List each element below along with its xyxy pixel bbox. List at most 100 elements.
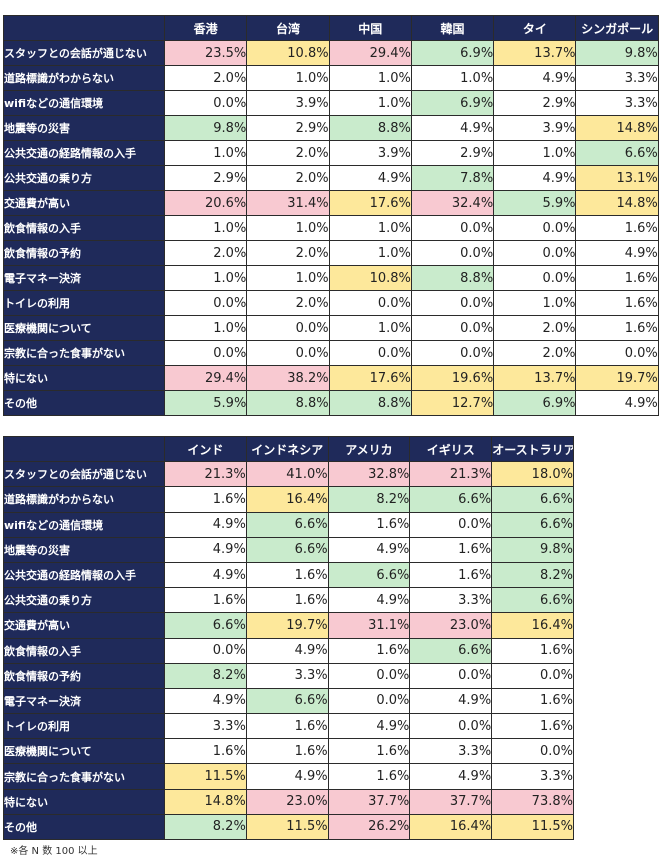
value-cell: 1.6% [245,561,329,589]
value-cell: 37.7% [409,788,493,815]
row-label: トイレの利用 [3,713,165,740]
row-label: 公共交通の乗り方 [3,165,165,191]
row-label: 特にない [3,365,165,391]
value-cell: 4.9% [410,115,495,141]
table-row: 道路標識がわからない 1.6% 16.4% 8.2% 6.6% 6.6% [3,486,574,513]
table-row: トイレの利用 0.0% 2.0% 0.0% 0.0% 1.0% 1.6% [3,290,659,316]
value-cell: 1.6% [409,561,493,589]
value-cell: 2.0% [246,240,330,266]
row-label: 道路標識がわからない [3,65,165,91]
value-cell: 1.6% [491,687,574,715]
value-cell: 1.6% [164,486,247,513]
value-cell: 73.8% [491,788,574,815]
row-label: 宗教に合った食事がない [3,340,165,366]
table-row: wifiなどの通信環境 0.0% 3.9% 1.0% 6.9% 2.9% 3.3% [3,90,659,116]
value-cell: 14.8% [575,115,659,141]
value-cell: 1.6% [164,738,247,765]
value-cell: 4.9% [327,536,411,563]
value-cell: 4.9% [328,165,412,191]
table-row: 交通費が高い 20.6% 31.4% 17.6% 32.4% 5.9% 14.8% [3,190,659,216]
value-cell: 14.8% [164,788,247,815]
value-cell: 10.8% [328,265,412,291]
row-label: 飲食情報の予約 [3,240,165,266]
value-cell: 41.0% [245,461,329,488]
table-row: 医療機関について 1.0% 0.0% 1.0% 0.0% 2.0% 1.6% [3,315,659,341]
value-cell: 1.6% [409,536,493,563]
value-cell: 1.6% [327,763,411,790]
table-row: 公共交通の乗り方 2.9% 2.0% 4.9% 7.8% 4.9% 13.1% [3,165,659,191]
value-cell: 16.4% [245,486,329,513]
value-cell: 0.0% [163,90,248,116]
value-cell: 11.5% [245,813,329,841]
table-row: トイレの利用 3.3% 1.6% 4.9% 0.0% 1.6% [3,713,574,740]
value-cell: 0.0% [246,340,330,366]
value-cell: 2.0% [493,340,577,366]
value-cell: 1.6% [575,265,659,291]
value-cell: 1.6% [245,738,329,765]
value-cell: 13.7% [493,40,577,66]
value-cell: 32.8% [327,461,411,488]
row-label: 道路標識がわからない [3,486,165,513]
value-cell: 8.8% [246,390,330,416]
value-cell: 2.9% [163,165,248,191]
value-cell: 3.3% [409,587,493,614]
value-cell: 1.0% [493,140,577,166]
table-row: 公共交通の経路情報の入手 4.9% 1.6% 6.6% 1.6% 8.2% [3,561,574,589]
table-row: 飲食情報の予約 2.0% 2.0% 1.0% 0.0% 0.0% 4.9% [3,240,659,266]
value-cell: 0.0% [491,662,574,689]
value-cell: 5.9% [163,390,248,416]
value-cell: 0.0% [410,315,495,341]
value-cell: 4.9% [327,587,411,614]
value-cell: 1.6% [491,713,574,740]
row-label: 宗教に合った食事がない [3,763,165,790]
value-cell: 8.2% [164,662,247,689]
row-label: 電子マネー決済 [3,265,165,291]
table-row: 宗教に合った食事がない 0.0% 0.0% 0.0% 0.0% 2.0% 0.0% [3,340,659,366]
value-cell: 1.0% [163,140,248,166]
value-cell: 6.6% [245,687,329,715]
value-cell: 6.6% [245,511,329,538]
value-cell: 0.0% [493,240,577,266]
table-row: 道路標識がわからない 2.0% 1.0% 1.0% 1.0% 4.9% 3.3% [3,65,659,91]
value-cell: 19.6% [410,365,495,391]
value-cell: 2.0% [246,290,330,316]
value-cell: 3.3% [164,713,247,740]
value-cell: 31.1% [327,612,411,639]
row-label: その他 [3,390,165,416]
row-label: wifiなどの通信環境 [3,511,165,538]
row-label: 飲食情報の予約 [3,662,165,689]
value-cell: 8.2% [491,561,574,589]
value-cell: 8.8% [328,390,412,416]
value-cell: 21.3% [409,461,493,488]
value-cell: 2.9% [246,115,330,141]
value-cell: 4.9% [409,687,493,715]
header-row: 香港 台湾 中国 韓国 タイ シンガポール [3,15,659,41]
row-label: 飲食情報の入手 [3,215,165,241]
value-cell: 12.7% [410,390,495,416]
value-cell: 17.6% [328,365,412,391]
value-cell: 2.0% [246,165,330,191]
value-cell: 1.0% [328,315,412,341]
table-row: 電子マネー決済 1.0% 1.0% 10.8% 8.8% 0.0% 1.6% [3,265,659,291]
row-label: 電子マネー決済 [3,687,165,715]
value-cell: 38.2% [246,365,330,391]
table-row: その他 5.9% 8.8% 8.8% 12.7% 6.9% 4.9% [3,390,659,416]
row-label: スタッフとの会話が通じない [3,461,165,488]
column-header: 香港 [163,15,248,41]
row-label: その他 [3,813,165,841]
value-cell: 21.3% [164,461,247,488]
table-row: 地震等の災害 9.8% 2.9% 8.8% 4.9% 3.9% 14.8% [3,115,659,141]
value-cell: 1.0% [246,65,330,91]
row-label: 地震等の災害 [3,115,165,141]
table-row: その他 8.2% 11.5% 26.2% 16.4% 11.5% [3,813,574,841]
corner-cell [3,15,165,41]
value-cell: 9.8% [491,536,574,563]
value-cell: 4.9% [575,390,659,416]
value-cell: 8.2% [164,813,247,841]
value-cell: 1.6% [575,215,659,241]
value-cell: 10.8% [246,40,330,66]
value-cell: 11.5% [491,813,574,841]
value-cell: 31.4% [246,190,330,216]
value-cell: 0.0% [246,315,330,341]
value-cell: 0.0% [164,637,247,664]
